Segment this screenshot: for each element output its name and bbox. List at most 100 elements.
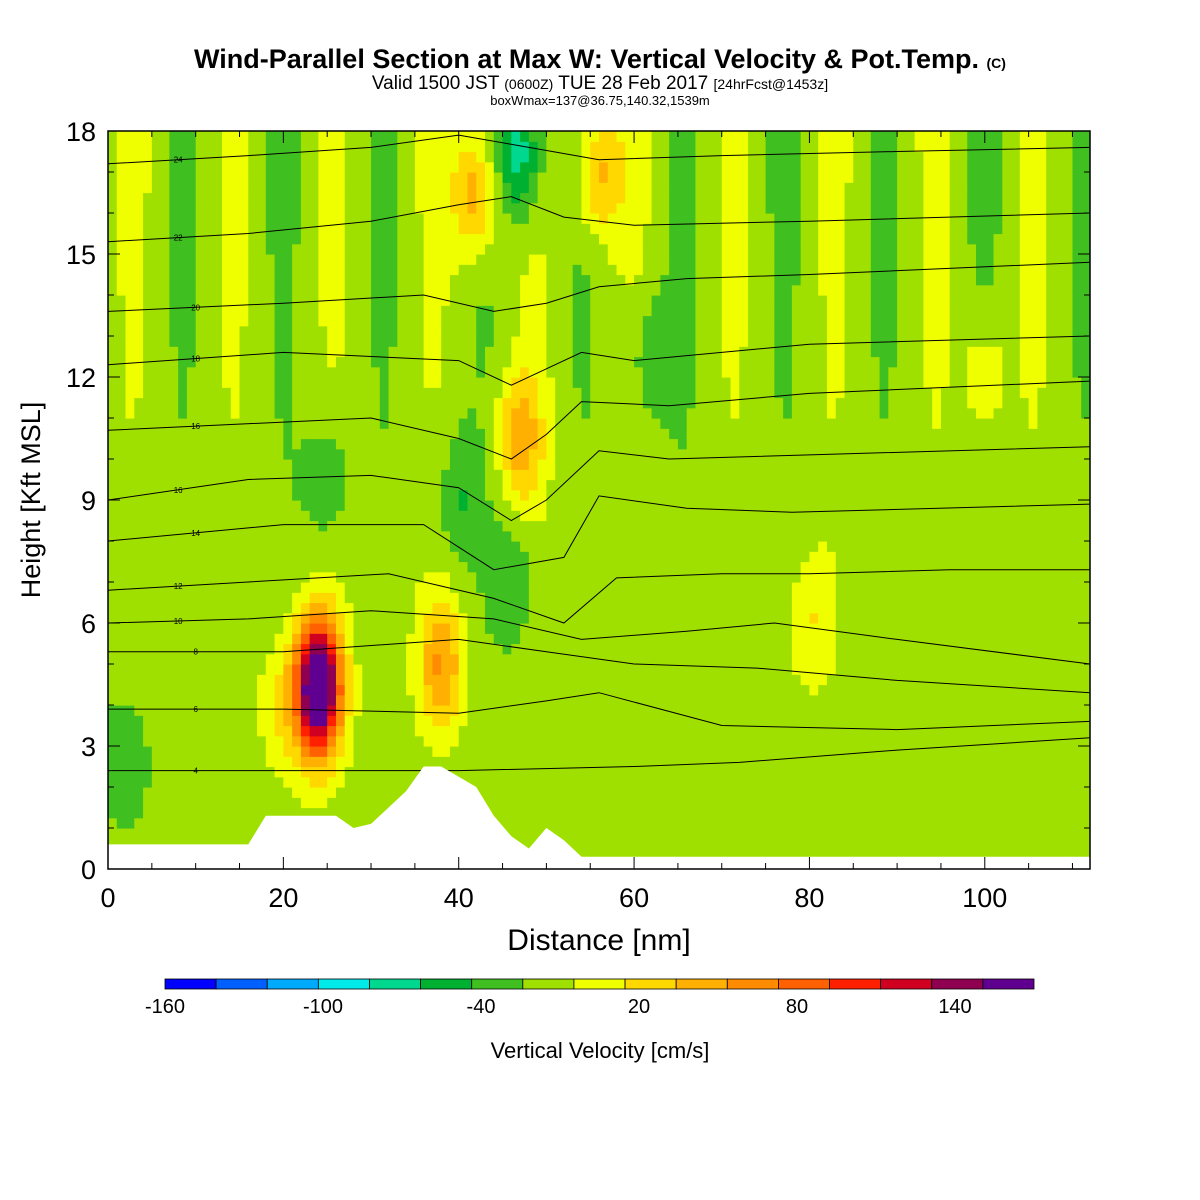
w-cell (283, 223, 293, 235)
w-cell (432, 325, 442, 337)
w-cell (546, 766, 556, 778)
w-cell (283, 776, 293, 788)
w-cell (379, 469, 390, 481)
w-cell (388, 151, 398, 163)
w-cell (537, 684, 547, 696)
w-cell (660, 172, 670, 183)
w-cell (432, 202, 442, 214)
w-cell (125, 243, 135, 255)
w-cell (616, 223, 626, 235)
w-cell (178, 223, 188, 235)
w-cell (195, 141, 206, 153)
w-cell (406, 418, 416, 429)
w-cell (362, 582, 372, 593)
w-cell (186, 182, 197, 194)
w-cell (116, 582, 127, 593)
w-cell (230, 295, 241, 306)
w-cell (108, 561, 118, 573)
w-cell (388, 264, 398, 276)
w-cell (616, 172, 626, 183)
w-cell (467, 336, 477, 347)
w-cell (651, 243, 661, 255)
w-cell (160, 295, 170, 306)
w-cell (239, 315, 249, 327)
w-cell (151, 243, 162, 255)
w-cell (186, 797, 197, 809)
w-cell (151, 315, 162, 327)
w-cell (318, 336, 328, 347)
w-cell (257, 715, 267, 727)
w-cell (528, 233, 539, 245)
w-cell (677, 705, 688, 716)
w-cell (441, 725, 451, 737)
w-cell (704, 797, 714, 809)
w-cell (695, 684, 705, 696)
w-cell (239, 172, 249, 183)
w-cell (528, 459, 539, 470)
w-cell (309, 776, 320, 788)
w-cell (204, 592, 214, 604)
w-cell (704, 213, 714, 224)
w-cell (555, 438, 565, 450)
w-cell (563, 202, 574, 214)
w-cell (239, 131, 249, 142)
w-cell (248, 746, 258, 757)
w-cell (230, 612, 241, 624)
w-cell (186, 387, 197, 399)
w-cell (335, 233, 346, 245)
w-cell (178, 725, 188, 737)
w-cell (186, 131, 197, 142)
w-cell (151, 705, 162, 716)
w-cell (274, 448, 284, 460)
w-cell (213, 295, 223, 306)
w-cell (318, 366, 328, 378)
w-cell (572, 438, 583, 450)
w-cell (669, 674, 679, 686)
w-cell (388, 295, 398, 306)
w-cell (651, 664, 661, 675)
w-cell (169, 746, 179, 757)
w-cell (458, 520, 469, 532)
w-cell (546, 407, 556, 419)
w-cell (300, 571, 311, 583)
w-cell (371, 766, 381, 778)
w-cell (511, 684, 521, 696)
w-cell (134, 243, 144, 255)
w-cell (449, 623, 460, 634)
w-cell (143, 264, 153, 276)
w-cell (467, 705, 477, 716)
w-cell (642, 582, 653, 593)
w-cell (651, 356, 661, 368)
w-cell (441, 623, 451, 634)
w-cell (616, 510, 626, 522)
w-cell (178, 715, 188, 727)
w-cell (590, 643, 600, 655)
w-cell (449, 602, 460, 614)
w-cell (528, 541, 539, 552)
w-cell (669, 202, 679, 214)
w-cell (520, 694, 530, 706)
w-cell (458, 500, 469, 511)
w-cell (590, 602, 600, 614)
w-cell (625, 612, 635, 624)
w-cell (230, 725, 241, 737)
w-cell (520, 387, 530, 399)
w-cell (511, 746, 521, 757)
w-cell (186, 397, 197, 409)
w-cell (677, 418, 688, 429)
w-cell (485, 141, 495, 153)
w-cell (546, 377, 556, 388)
w-cell (704, 264, 714, 276)
w-cell (616, 664, 626, 675)
w-cell (677, 623, 688, 634)
w-cell (204, 510, 214, 522)
w-cell (467, 571, 477, 583)
w-cell (669, 623, 679, 634)
w-cell (353, 664, 363, 675)
w-cell (625, 643, 635, 655)
w-cell (555, 407, 565, 419)
w-cell (300, 694, 311, 706)
w-cell (563, 756, 574, 768)
w-cell (458, 356, 469, 368)
w-cell (686, 582, 697, 593)
